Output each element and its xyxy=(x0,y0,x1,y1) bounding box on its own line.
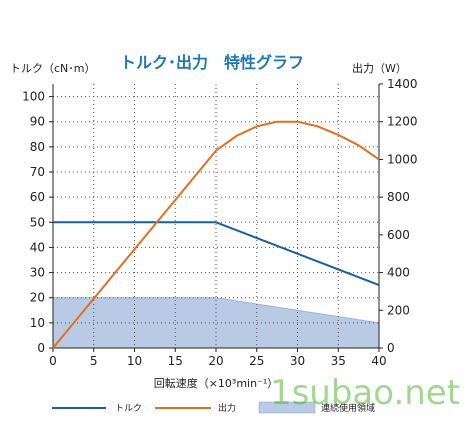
y-axis-right-title: 出力（W） xyxy=(352,61,407,75)
x-tick-label-40: 40 xyxy=(371,354,386,368)
y-right-tick-label-600: 600 xyxy=(387,228,410,242)
x-tick-label-30: 30 xyxy=(290,354,305,368)
continuous-use-area-edge xyxy=(53,297,380,324)
y-left-tick-label-80: 80 xyxy=(30,140,45,154)
x-axis-title: 回転速度（×10³min⁻¹） xyxy=(154,376,279,390)
power-line xyxy=(52,120,380,349)
y-left-tick-label-20: 20 xyxy=(30,291,45,305)
legend-label-torque: トルク xyxy=(115,403,142,414)
y-right-tick-label-1200: 1200 xyxy=(387,115,418,129)
torque-line xyxy=(53,221,380,287)
y-right-tick-label-200: 200 xyxy=(387,303,410,317)
y-left-tick-label-70: 70 xyxy=(30,165,45,179)
legend: トルク 出力 連続使用領域 xyxy=(52,401,375,414)
y-left-tick-label-30: 30 xyxy=(30,266,45,280)
chart-title: トルク･出力 特性グラフ xyxy=(120,53,304,72)
x-tick-label-25: 25 xyxy=(249,354,264,368)
x-tick-label-5: 5 xyxy=(90,354,98,368)
y-right-tick-label-800: 800 xyxy=(387,190,410,204)
y-left-tick-label-50: 50 xyxy=(30,215,45,229)
x-tick-label-10: 10 xyxy=(127,354,142,368)
y-left-tick-label-10: 10 xyxy=(30,316,45,330)
x-tick-label-20: 20 xyxy=(208,354,223,368)
y-left-tick-label-60: 60 xyxy=(30,190,45,204)
legend-label-area: 連続使用領域 xyxy=(321,402,375,414)
y-right-tick-label-1000: 1000 xyxy=(387,152,418,166)
y-left-tick-label-0: 0 xyxy=(37,341,45,355)
continuous-use-area xyxy=(53,297,379,348)
legend-label-power: 出力 xyxy=(218,402,236,414)
x-tick-label-35: 35 xyxy=(331,354,346,368)
y-left-tick-label-100: 100 xyxy=(22,90,45,104)
y-left-tick-label-40: 40 xyxy=(30,240,45,254)
y-right-tick-label-400: 400 xyxy=(387,266,410,280)
y-axis-left-title: トルク（cN･m） xyxy=(10,62,96,75)
watermark: 1subao.net xyxy=(270,373,460,413)
x-tick-label-0: 0 xyxy=(49,354,57,368)
y-right-tick-label-1400: 1400 xyxy=(387,77,418,91)
y-right-tick-label-0: 0 xyxy=(387,341,395,355)
legend-swatch-area xyxy=(258,401,316,414)
plot-area: 0 5 10 15 20 25 30 35 40010203040506070809010002… xyxy=(22,77,417,368)
y-left-tick-label-90: 90 xyxy=(30,115,45,129)
x-tick-label-15: 15 xyxy=(168,354,183,368)
